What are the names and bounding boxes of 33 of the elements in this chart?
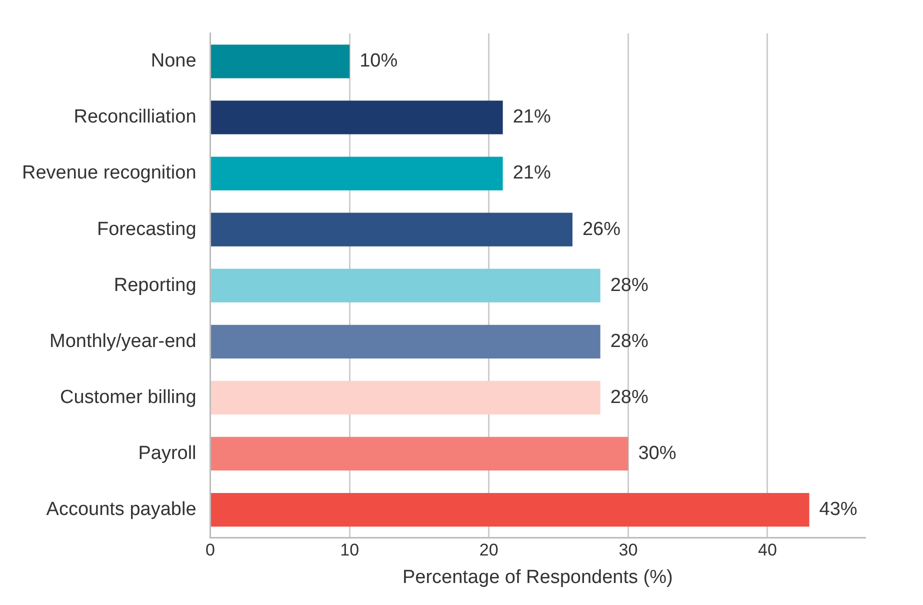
y-tick-label: None xyxy=(150,50,196,72)
y-tick-label: Revenue recognition xyxy=(22,162,196,184)
x-tick-label: 0 xyxy=(206,540,216,560)
y-tick-label: Accounts payable xyxy=(46,499,196,520)
y-tick-label: Reporting xyxy=(114,274,196,296)
y-tick-label: Customer billing xyxy=(60,386,196,408)
bar xyxy=(211,268,600,302)
bar xyxy=(211,324,600,358)
bar xyxy=(211,212,572,246)
y-tick-label: Reconcilliation xyxy=(74,106,196,128)
data-label: 21% xyxy=(512,106,551,128)
x-tick-label: 20 xyxy=(479,540,498,560)
bar xyxy=(211,492,810,527)
bar xyxy=(211,380,600,414)
data-label: 30% xyxy=(638,442,676,464)
x-tick-label: 40 xyxy=(758,540,777,560)
bar xyxy=(211,156,503,190)
data-label: 28% xyxy=(610,274,648,296)
bar xyxy=(211,436,628,471)
data-label: 28% xyxy=(610,386,648,408)
y-tick-label: Payroll xyxy=(138,442,196,464)
bar xyxy=(211,100,503,134)
x-tick-label: 30 xyxy=(618,540,638,560)
data-label: 26% xyxy=(582,218,621,240)
data-label: 21% xyxy=(512,162,551,184)
x-axis-title: Percentage of Respondents (%) xyxy=(402,566,673,588)
y-tick-label: Monthly/year-end xyxy=(49,330,196,352)
data-label: 10% xyxy=(360,50,398,72)
data-label: 28% xyxy=(610,330,648,352)
data-label: 43% xyxy=(819,499,858,520)
x-tick-label: 10 xyxy=(340,540,360,560)
y-tick-label: Forecasting xyxy=(97,218,196,240)
bar xyxy=(211,44,350,78)
